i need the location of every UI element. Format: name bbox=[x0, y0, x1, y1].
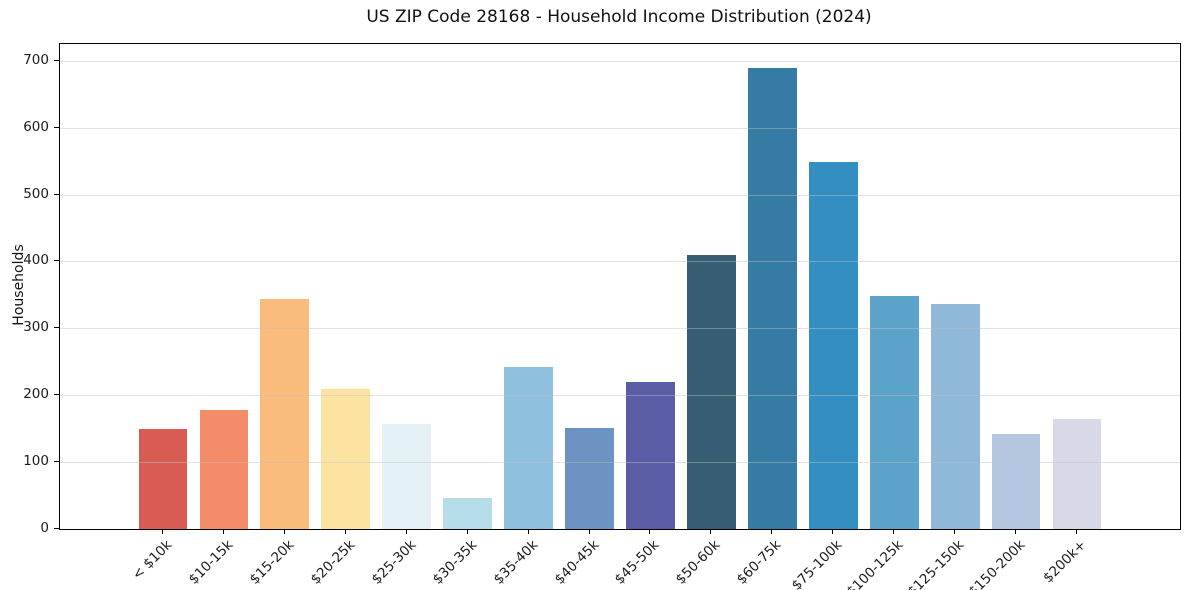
gridline-600 bbox=[60, 127, 1180, 129]
gridline-300 bbox=[60, 328, 1180, 330]
y-tick-label-500: 500 bbox=[23, 185, 49, 202]
x-tick-mark bbox=[893, 529, 895, 534]
x-tick-label-$125-150k: $125-150k bbox=[904, 537, 968, 590]
y-tick-label-400: 400 bbox=[23, 252, 49, 269]
bar-$125-150k bbox=[930, 304, 980, 529]
y-tick-label-100: 100 bbox=[23, 453, 49, 470]
bar-$30-35k bbox=[443, 498, 493, 529]
bar-$25-30k bbox=[382, 423, 432, 529]
gridline-400 bbox=[60, 261, 1180, 263]
x-tick-mark bbox=[649, 529, 651, 534]
x-tick-mark bbox=[1015, 529, 1017, 534]
x-tick-mark bbox=[832, 529, 834, 534]
x-tick-label-$15-20k: $15-20k bbox=[246, 537, 298, 588]
y-tick-label-300: 300 bbox=[23, 319, 49, 336]
x-tick-mark bbox=[710, 529, 712, 534]
x-tick-mark bbox=[466, 529, 468, 534]
gridline-500 bbox=[60, 194, 1180, 196]
x-tick-mark bbox=[344, 529, 346, 534]
bar-< $10k bbox=[138, 428, 188, 529]
x-tick-mark bbox=[954, 529, 956, 534]
bar-$20-25k bbox=[321, 388, 371, 529]
y-tick-mark bbox=[54, 59, 59, 61]
bar-$50-60k bbox=[687, 255, 736, 529]
bar-$35-40k bbox=[504, 367, 553, 529]
x-tick-label-$100-125k: $100-125k bbox=[843, 537, 907, 590]
y-tick-label-0: 0 bbox=[40, 520, 49, 536]
y-tick-mark bbox=[54, 528, 59, 529]
x-tick-label-$60-75k: $60-75k bbox=[733, 537, 785, 588]
bar-$45-50k bbox=[626, 381, 675, 529]
x-tick-mark bbox=[1076, 529, 1078, 534]
x-tick-label-$150-200k: $150-200k bbox=[965, 537, 1029, 590]
x-tick-label-$20-25k: $20-25k bbox=[307, 537, 359, 588]
x-tick-label-$50-60k: $50-60k bbox=[673, 537, 724, 588]
x-tick-label-$200k+: $200k+ bbox=[1040, 537, 1090, 587]
bar-$75-100k bbox=[808, 162, 858, 529]
x-tick-label-$75-100k: $75-100k bbox=[788, 537, 846, 590]
y-tick-label-200: 200 bbox=[23, 386, 49, 403]
x-tick-label-$25-30k: $25-30k bbox=[368, 537, 420, 588]
y-tick-label-700: 700 bbox=[23, 51, 49, 68]
y-tick-mark bbox=[54, 260, 59, 262]
y-tick-mark bbox=[54, 193, 59, 195]
y-tick-mark bbox=[54, 126, 59, 128]
bar-$40-45k bbox=[565, 428, 614, 529]
x-tick-label-$30-35k: $30-35k bbox=[429, 537, 480, 588]
chart-title: US ZIP Code 28168 - Household Income Dis… bbox=[366, 7, 872, 27]
bar-$150-200k bbox=[991, 434, 1041, 529]
x-tick-mark bbox=[161, 529, 163, 534]
x-tick-mark bbox=[527, 529, 529, 534]
x-tick-label-$45-50k: $45-50k bbox=[612, 537, 663, 588]
x-tick-mark bbox=[283, 529, 285, 534]
x-tick-label-$35-40k: $35-40k bbox=[490, 537, 541, 588]
x-tick-mark bbox=[222, 529, 224, 534]
bar-$10-15k bbox=[199, 409, 249, 529]
y-tick-mark bbox=[54, 394, 59, 396]
x-tick-label-< $10k: < $10k bbox=[129, 537, 176, 584]
bar-$15-20k bbox=[260, 298, 310, 529]
x-tick-mark bbox=[405, 529, 407, 534]
y-tick-mark bbox=[54, 327, 59, 329]
bar-$100-125k bbox=[869, 295, 919, 529]
x-tick-label-$10-15k: $10-15k bbox=[185, 537, 237, 588]
bar-$200k+ bbox=[1052, 418, 1102, 529]
gridline-200 bbox=[60, 395, 1180, 397]
gridline-700 bbox=[60, 60, 1180, 62]
y-tick-label-600: 600 bbox=[23, 118, 49, 135]
bar-$60-75k bbox=[747, 68, 797, 529]
x-tick-mark bbox=[771, 529, 773, 534]
plot-area bbox=[59, 43, 1181, 530]
y-tick-mark bbox=[54, 461, 59, 463]
x-tick-mark bbox=[588, 529, 590, 534]
x-tick-label-$40-45k: $40-45k bbox=[551, 537, 602, 588]
